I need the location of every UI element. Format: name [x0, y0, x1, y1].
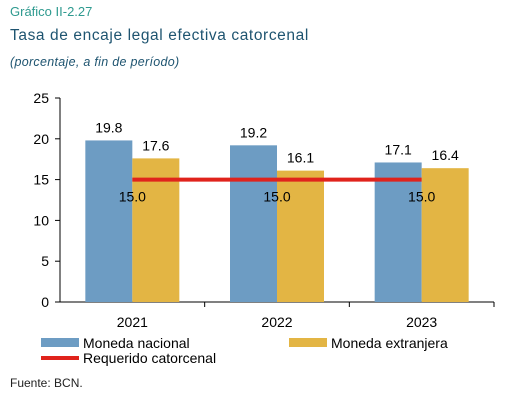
x-tick-label: 2023 — [406, 314, 437, 330]
data-label: 16.4 — [432, 147, 459, 163]
x-tick-label: 2022 — [261, 314, 292, 330]
legend-swatch-moneda-extranjera — [289, 338, 327, 347]
bar-moneda-extranjera — [421, 168, 469, 302]
y-tick-label: 5 — [41, 253, 49, 269]
x-tick-label: 2021 — [117, 314, 148, 330]
legend-label-moneda-extranjera: Moneda extranjera — [331, 335, 448, 351]
line-data-label: 15.0 — [263, 189, 290, 205]
y-tick-label: 10 — [33, 212, 49, 228]
chart-subtitle: (porcentaje, a fin de período) — [10, 55, 180, 69]
line-data-label: 15.0 — [408, 189, 435, 205]
legend-label-requerido: Requerido catorcenal — [83, 350, 216, 366]
data-label: 16.1 — [287, 150, 314, 166]
bar-moneda-nacional — [85, 140, 133, 302]
y-tick-label: 20 — [33, 131, 49, 147]
bar-moneda-nacional — [230, 145, 277, 302]
data-label: 17.6 — [142, 137, 169, 153]
chart-title: Tasa de encaje legal efectiva catorcenal — [10, 27, 309, 44]
line-data-label: 15.0 — [119, 189, 146, 205]
bar-moneda-extranjera — [132, 158, 180, 302]
y-tick-label: 0 — [41, 294, 49, 310]
bar-moneda-nacional — [374, 162, 422, 302]
y-tick-label: 25 — [33, 90, 49, 106]
y-tick-label: 15 — [33, 172, 49, 188]
bar-moneda-extranjera — [277, 170, 324, 302]
data-label: 19.2 — [240, 124, 267, 140]
legend-label-moneda-nacional: Moneda nacional — [83, 335, 190, 351]
data-label: 19.8 — [95, 119, 122, 135]
source-note: Fuente: BCN. — [10, 376, 83, 390]
data-label: 17.1 — [385, 141, 412, 157]
chart-code: Gráfico II-2.27 — [10, 4, 93, 19]
legend-swatch-moneda-nacional — [41, 338, 79, 347]
